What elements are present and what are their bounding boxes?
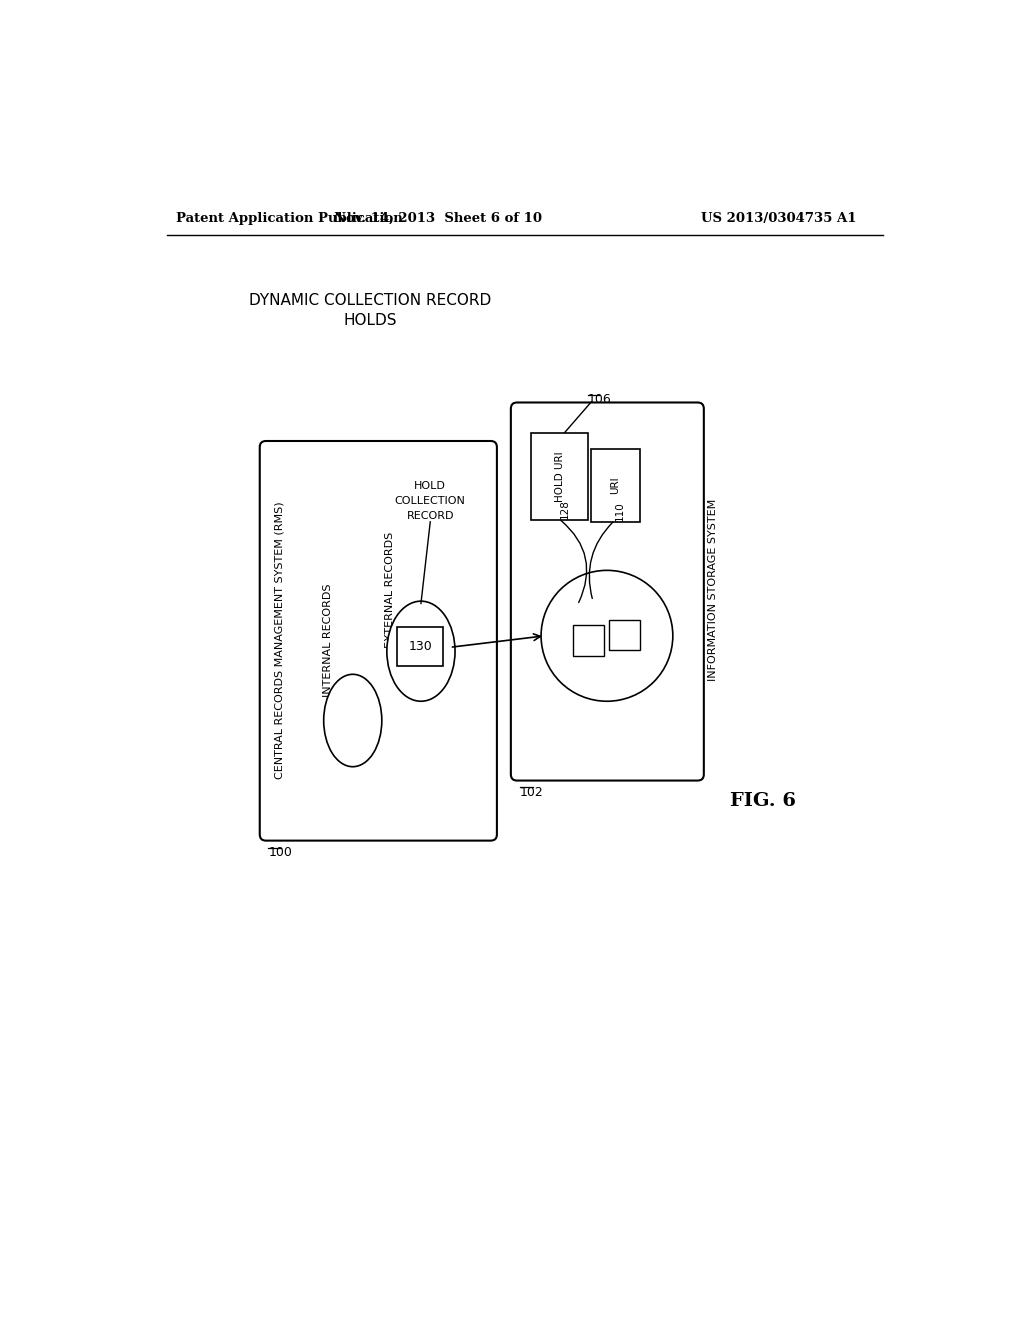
Text: HOLD: HOLD (415, 480, 446, 491)
Text: US 2013/0304735 A1: US 2013/0304735 A1 (701, 213, 857, 224)
FancyBboxPatch shape (260, 441, 497, 841)
FancyBboxPatch shape (397, 627, 443, 665)
Text: EXTERNAL RECORDS: EXTERNAL RECORDS (385, 532, 395, 648)
Text: Patent Application Publication: Patent Application Publication (176, 213, 402, 224)
Text: 128: 128 (559, 499, 569, 520)
Text: HOLDS: HOLDS (343, 313, 396, 327)
Ellipse shape (324, 675, 382, 767)
Text: RECORD: RECORD (407, 511, 454, 521)
FancyBboxPatch shape (609, 619, 640, 651)
Text: FIG. 6: FIG. 6 (730, 792, 797, 810)
FancyBboxPatch shape (572, 626, 604, 656)
Text: DYNAMIC COLLECTION RECORD: DYNAMIC COLLECTION RECORD (249, 293, 490, 309)
FancyBboxPatch shape (531, 433, 589, 520)
Text: 110: 110 (614, 502, 625, 521)
Text: 102: 102 (520, 785, 544, 799)
Text: HOLD URI: HOLD URI (555, 451, 564, 502)
FancyBboxPatch shape (511, 403, 703, 780)
Text: COLLECTION: COLLECTION (395, 496, 466, 506)
Text: Nov. 14, 2013  Sheet 6 of 10: Nov. 14, 2013 Sheet 6 of 10 (334, 213, 542, 224)
Text: INTERNAL RECORDS: INTERNAL RECORDS (323, 583, 333, 697)
Text: URI: URI (610, 477, 621, 495)
Ellipse shape (541, 570, 673, 701)
Text: INFORMATION STORAGE SYSTEM: INFORMATION STORAGE SYSTEM (709, 499, 718, 681)
Text: 130: 130 (409, 640, 433, 653)
Text: 100: 100 (268, 846, 292, 859)
Text: 106: 106 (588, 393, 611, 407)
FancyBboxPatch shape (592, 449, 640, 521)
Text: CENTRAL RECORDS MANAGEMENT SYSTEM (RMS): CENTRAL RECORDS MANAGEMENT SYSTEM (RMS) (274, 502, 285, 779)
Ellipse shape (387, 601, 455, 701)
